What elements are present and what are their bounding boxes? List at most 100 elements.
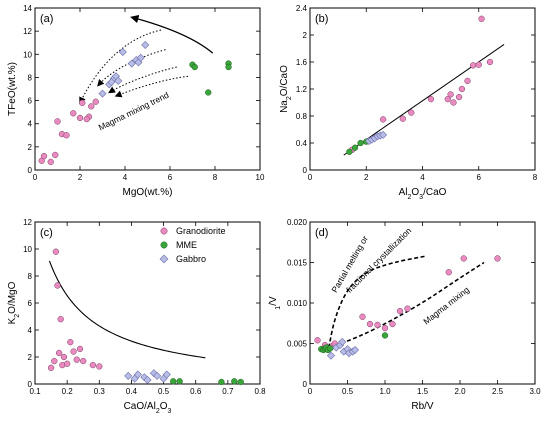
panel-label-d: (d) xyxy=(315,227,328,239)
x-tick-label-b: 6 xyxy=(477,173,482,182)
data-point-gabbro xyxy=(350,345,360,355)
x-tick-label-c: 0.8 xyxy=(254,387,266,396)
data-point-mme xyxy=(225,63,232,71)
data-point-granodiorite xyxy=(396,307,404,315)
data-point-gabbro xyxy=(143,375,152,384)
model-curve-d-1 xyxy=(328,261,485,349)
y-tick-label-a: 12 xyxy=(23,27,32,36)
data-point-mme xyxy=(218,378,225,386)
y-axis-label-b: Na2O/CaO xyxy=(279,65,293,113)
x-tick-label-b: 8 xyxy=(533,173,538,182)
data-point-granodiorite xyxy=(399,115,406,122)
plot-frame-c xyxy=(34,221,261,385)
plot-frame-b xyxy=(309,7,536,171)
data-point-mme xyxy=(176,378,183,385)
y-tick-label-b: 2 xyxy=(303,31,308,40)
data-point-gabbro xyxy=(141,41,150,50)
data-point-granodiorite xyxy=(455,93,463,101)
data-point-granodiorite xyxy=(76,114,84,122)
data-point-gabbro xyxy=(98,89,107,98)
data-point-mme xyxy=(327,345,334,352)
model-curve-c-0 xyxy=(48,260,206,359)
x-tick-label-d: 1.5 xyxy=(417,387,429,396)
data-point-gabbro xyxy=(326,351,336,360)
panel-d: 0 0.5 1.0 1.5 2.0 2.5 3.0 0 0.005 0.010 0.015 0.020… xyxy=(268,218,541,412)
annotation-d-2: Magma mixing xyxy=(421,284,471,326)
data-point-granodiorite xyxy=(447,91,454,98)
data-point-granodiorite xyxy=(404,305,411,312)
y-axis-label-c: K2O/MgO xyxy=(7,281,21,324)
y-tick-label-a: 14 xyxy=(23,4,32,13)
data-point-gabbro xyxy=(162,370,171,379)
data-point-mme xyxy=(346,148,353,155)
x-tick-label-c: 0.5 xyxy=(158,387,170,396)
x-tick-label-a: 8 xyxy=(213,173,218,182)
data-point-mme xyxy=(205,89,212,96)
x-tick-label-a: 2 xyxy=(78,173,83,182)
x-axis-label-d: Rb/V xyxy=(411,401,434,412)
data-point-gabbro xyxy=(153,371,162,380)
legend-label-mme: MME xyxy=(176,240,197,250)
legend: Granodiorite MME Gabbro xyxy=(159,226,226,264)
mixing-arrow-a-3 xyxy=(108,66,177,94)
data-point-granodiorite xyxy=(51,357,58,365)
data-point-granodiorite xyxy=(47,364,55,371)
data-point-granodiorite xyxy=(60,353,68,361)
data-point-granodiorite xyxy=(314,337,321,344)
x-tick-label-a: 0 xyxy=(33,173,38,182)
y-tick-label-d: 0.020 xyxy=(287,218,308,227)
data-point-granodiorite xyxy=(79,99,86,107)
data-point-gabbro xyxy=(133,370,142,379)
data-point-gabbro xyxy=(114,76,123,85)
y-axis-label-a: TFeO(wt.%) xyxy=(7,62,18,116)
x-tick-label-c: 0.7 xyxy=(222,387,234,396)
y-tick-label-b: 1.6 xyxy=(296,58,308,67)
data-point-granodiorite xyxy=(80,357,87,365)
data-point-granodiorite xyxy=(83,115,90,123)
y-tick-label-a: 6 xyxy=(28,97,33,106)
data-point-granodiorite xyxy=(47,158,54,166)
panel-c: 0.1 0.2 0.3 0.4 0.5 0.6 0.7 0.8 0 2 4 6 8 10 12 CaO/Al2… xyxy=(7,218,266,415)
legend-marker-gabbro xyxy=(159,254,169,264)
data-point-granodiorite xyxy=(96,363,103,370)
x-tick-label-c: 0.2 xyxy=(62,387,74,396)
x-tick-label-c: 0.1 xyxy=(29,387,41,396)
data-point-mme xyxy=(237,378,244,386)
y-tick-label-b: 2.4 xyxy=(296,4,308,13)
data-point-gabbro xyxy=(118,47,127,56)
y-tick-label-b: 0.4 xyxy=(296,139,308,148)
data-point-granodiorite xyxy=(70,348,77,355)
data-point-mme xyxy=(351,144,359,151)
data-point-granodiorite xyxy=(444,95,451,103)
panel-label-a: (a) xyxy=(40,13,53,25)
panel-label-b: (b) xyxy=(315,13,328,25)
x-tick-label-d: 3.0 xyxy=(529,387,541,396)
x-tick-label-a: 10 xyxy=(256,173,265,182)
y-tick-label-c: 6 xyxy=(28,299,33,308)
legend-item-gabbro: Gabbro xyxy=(159,254,206,264)
data-point-granodiorite xyxy=(73,356,80,363)
data-point-granodiorite xyxy=(374,321,381,329)
y-tick-label-c: 12 xyxy=(23,218,32,227)
data-point-granodiorite xyxy=(427,95,435,103)
y-tick-label-d: 0.015 xyxy=(287,259,308,268)
data-point-mme xyxy=(170,378,177,385)
data-point-granodiorite xyxy=(494,255,501,262)
data-point-granodiorite xyxy=(460,255,467,262)
y-tick-label-a: 8 xyxy=(28,73,33,82)
x-tick-label-b: 2 xyxy=(364,173,369,182)
legend-item-mme: MME xyxy=(160,240,197,250)
y-tick-label-b: 0 xyxy=(303,166,308,175)
x-tick-label-d: 2.5 xyxy=(492,387,504,396)
data-point-mme xyxy=(231,378,238,385)
legend-marker-granodiorite xyxy=(160,227,168,235)
data-point-granodiorite xyxy=(379,116,387,123)
y-axis-label-d: 1/V xyxy=(268,296,282,310)
plot-frame-a xyxy=(34,7,261,171)
data-point-granodiorite xyxy=(70,110,77,117)
data-point-granodiorite xyxy=(52,248,60,255)
data-point-granodiorite xyxy=(458,85,466,93)
data-point-granodiorite xyxy=(366,320,374,328)
y-tick-label-d: 0.010 xyxy=(287,299,308,308)
